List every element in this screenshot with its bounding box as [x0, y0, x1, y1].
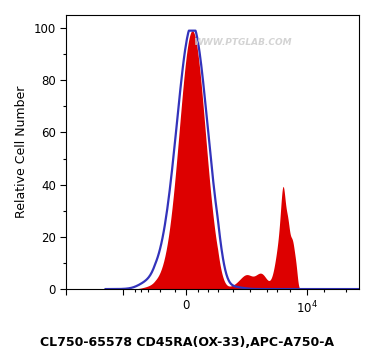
Text: CL750-65578 CD45RA(OX-33),APC-A750-A: CL750-65578 CD45RA(OX-33),APC-A750-A — [40, 336, 334, 349]
Y-axis label: Relative Cell Number: Relative Cell Number — [15, 86, 28, 218]
Text: WWW.PTGLAB.COM: WWW.PTGLAB.COM — [193, 38, 291, 47]
